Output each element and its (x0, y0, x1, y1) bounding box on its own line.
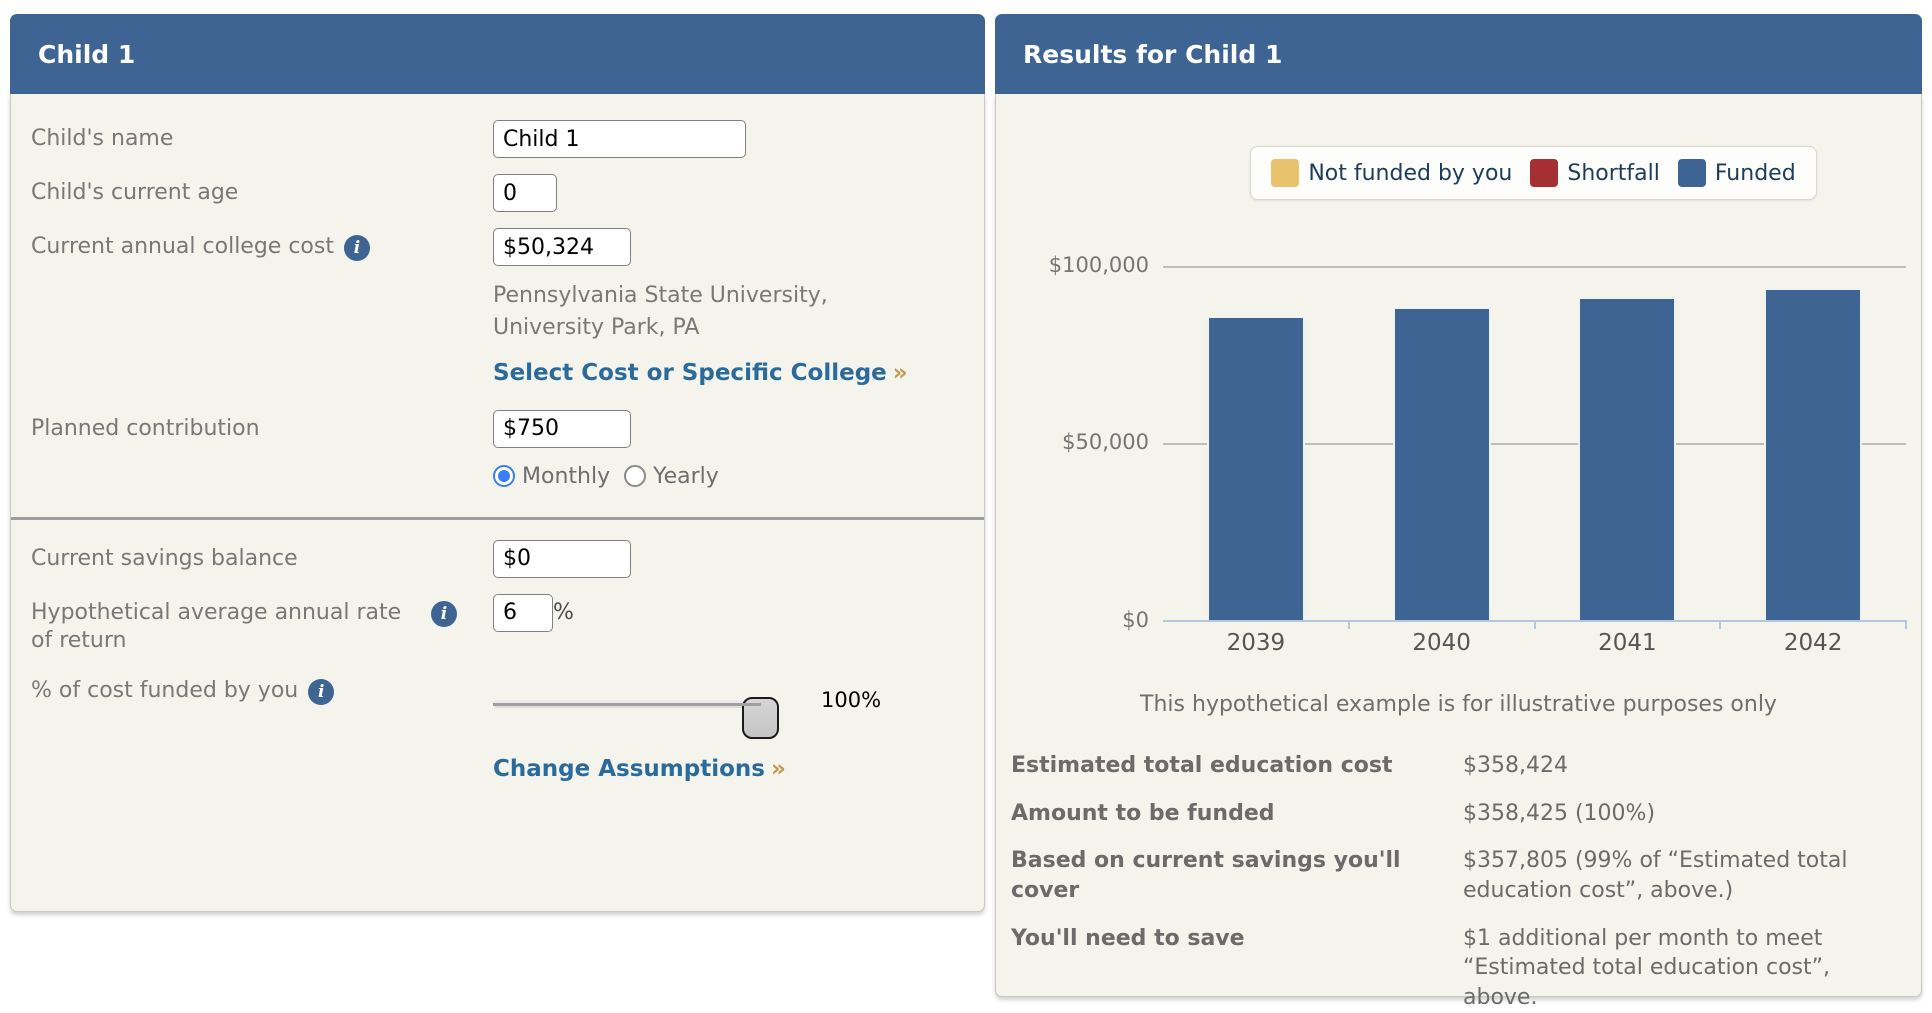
child-age-label: Child's current age (31, 180, 239, 205)
legend-item: Shortfall (1530, 159, 1660, 187)
savings-input[interactable] (493, 539, 631, 578)
x-axis-tick (1719, 620, 1722, 629)
result-label: Estimated total education cost (1011, 753, 1393, 778)
result-value: $358,424 (1463, 753, 1568, 778)
rate-of-return-row: Hypothetical average annual rate of retu… (31, 593, 964, 656)
x-axis-tick-label: 2039 (1226, 630, 1286, 656)
x-axis-tick (1533, 620, 1536, 629)
radio-label: Monthly (522, 463, 611, 489)
legend-item: Not funded by you (1271, 159, 1512, 187)
contribution-input[interactable] (493, 409, 631, 448)
legend-label: Not funded by you (1308, 160, 1513, 186)
rate-info-icon[interactable]: i (431, 600, 457, 627)
percent-funded-row: % of cost funded by you i 100% (31, 672, 964, 739)
link-chevron-icon: » (770, 755, 786, 782)
gridline (1163, 443, 1906, 446)
college-cost-row: Current annual college cost i (31, 228, 964, 266)
change-assumptions-link[interactable]: Change Assumptions» (493, 755, 786, 782)
chart-x-axis-labels: 2039 2040 2041 2042 (1163, 630, 1906, 656)
child-input-panel: Child 1 Child's name Child's current age… (10, 14, 985, 912)
percent-funded-label: % of cost funded by you i (31, 672, 493, 706)
percent-funded-value: 100% (821, 687, 882, 712)
chart-legend: Not funded by you Shortfall Funded (1250, 146, 1817, 200)
result-value: $358,425 (100%) (1463, 800, 1656, 826)
legend-swatch-icon (1530, 159, 1559, 187)
result-row: You'll need to save $1 additional per mon… (1011, 924, 1906, 1013)
child-name-input[interactable] (493, 120, 746, 158)
legend-label: Funded (1714, 160, 1796, 186)
child-age-input[interactable] (493, 174, 557, 212)
bar-2040-funded (1392, 306, 1491, 620)
section-divider (11, 516, 984, 520)
results-panel-body: Not funded by you Shortfall Funded $0 $50,0… (995, 94, 1922, 1010)
result-row: Amount to be funded $358,425 (100%) (1011, 799, 1906, 829)
child-name-row: Child's name (31, 120, 964, 158)
selected-school-text: Pennsylvania State University, Universit… (493, 283, 828, 340)
gridline (1163, 265, 1906, 268)
rate-of-return-label: Hypothetical average annual rate of retu… (31, 594, 493, 656)
college-cost-input[interactable] (493, 228, 631, 266)
slider-handle[interactable] (742, 696, 779, 739)
chart-caption: This hypothetical example is for illustr… (1140, 692, 1777, 717)
rate-input[interactable] (493, 593, 553, 632)
savings-label: Current savings balance (31, 545, 298, 571)
funding-bar-chart: $0 $50,000 $100,000 2039 2040 2041 2042 (1011, 242, 1907, 656)
frequency-option-monthly[interactable]: Monthly (493, 464, 610, 489)
savings-row: Current savings balance (31, 539, 964, 578)
result-label: Based on current savings you'll cover (1011, 848, 1401, 904)
results-panel-title: Results for Child 1 (995, 14, 1922, 94)
result-label: You'll need to save (1011, 925, 1245, 951)
link-chevron-icon: » (892, 359, 908, 386)
y-axis-tick-label: $50,000 (1062, 430, 1149, 455)
x-axis-tick-label: 2041 (1598, 630, 1657, 656)
x-axis-tick (1347, 620, 1350, 629)
child-age-row: Child's current age (31, 174, 964, 212)
result-row: Based on current savings you'll cover $35… (1011, 846, 1906, 905)
result-value: $1 additional per month to meet “Estimat… (1463, 925, 1831, 1011)
legend-item: Funded (1677, 159, 1796, 187)
child-panel-body: Child's name Child's current age Current… (10, 94, 985, 912)
contribution-frequency: Monthly Yearly (493, 464, 964, 489)
legend-swatch-icon (1271, 159, 1300, 187)
legend-swatch-icon (1677, 159, 1706, 187)
radio-icon[interactable] (493, 465, 515, 488)
frequency-option-yearly[interactable]: Yearly (624, 464, 719, 489)
slider-track[interactable] (493, 696, 779, 739)
results-table: Estimated total education cost $358,424 Am… (1011, 751, 1906, 1013)
child-name-label: Child's name (31, 126, 174, 151)
result-value: $357,805 (99% of “Estimated total educat… (1463, 848, 1848, 904)
chart-y-axis-labels: $0 $50,000 $100,000 (1011, 242, 1149, 632)
x-axis-tick-label: 2040 (1412, 630, 1471, 656)
results-panel: Results for Child 1 Not funded by you Sho… (995, 14, 1922, 1010)
bar-2042-funded (1764, 287, 1863, 620)
radio-label: Yearly (653, 463, 719, 489)
chart-plot-area (1163, 242, 1907, 629)
y-axis-tick-label: $0 (1122, 608, 1149, 632)
rate-percent-suffix: % (553, 599, 574, 625)
result-row: Estimated total education cost $358,424 (1011, 751, 1906, 781)
y-axis-tick-label: $100,000 (1048, 252, 1149, 277)
percent-funded-info-icon[interactable]: i (308, 678, 335, 705)
radio-icon[interactable] (624, 465, 647, 488)
contribution-row: Planned contribution (31, 409, 964, 448)
college-cost-label: Current annual college cost i (31, 228, 493, 262)
child-panel-title: Child 1 (10, 14, 985, 94)
result-label: Amount to be funded (1011, 800, 1275, 826)
bar-2041-funded (1578, 297, 1677, 620)
college-cost-info-icon[interactable]: i (343, 235, 370, 261)
chart-legend-wrap: Not funded by you Shortfall Funded (1161, 146, 1906, 200)
contribution-label: Planned contribution (31, 415, 260, 441)
x-axis-tick-label: 2042 (1783, 630, 1843, 656)
bar-2039-funded (1206, 315, 1305, 620)
x-axis-tick (1905, 620, 1907, 629)
legend-label: Shortfall (1567, 160, 1660, 186)
select-college-link[interactable]: Select Cost or Specific College» (493, 359, 908, 386)
percent-funded-slider (493, 686, 779, 739)
